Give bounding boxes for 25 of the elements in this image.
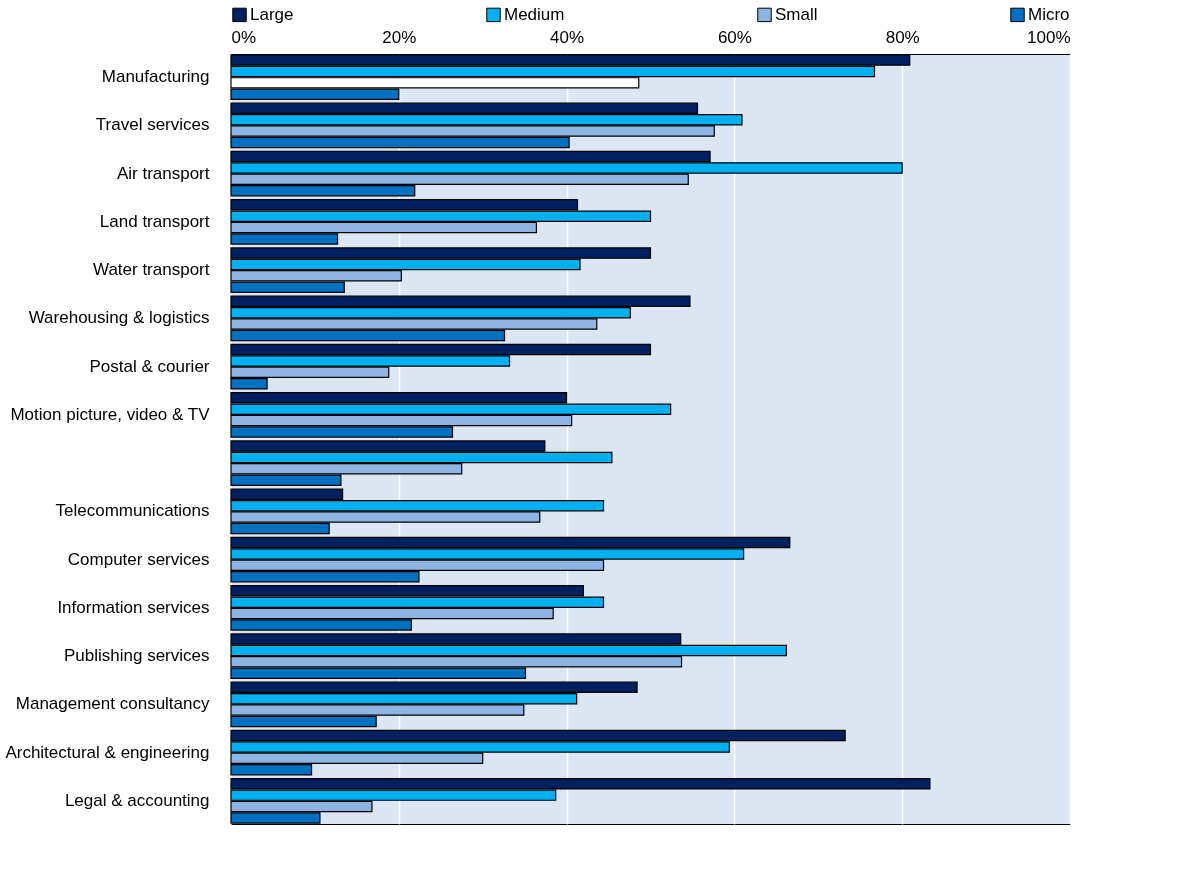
y-tick-label: Travel services [95, 115, 210, 135]
y-tick-label: Legal & accounting [64, 790, 210, 810]
x-tick-label: 20% [382, 27, 417, 47]
legend-label: Medium [504, 4, 565, 24]
x-tick-label: 100% [1027, 27, 1071, 47]
y-tick-label: Computer services [67, 549, 210, 569]
y-tick-label: Air transport [116, 163, 210, 183]
x-tick-label: 80% [885, 27, 920, 47]
y-tick-label: Motion picture, video & TV [10, 404, 211, 424]
y-tick-label: Water transport [92, 260, 210, 280]
legend-label: Micro [1028, 4, 1070, 24]
legend-label: Large [250, 4, 294, 24]
y-tick-label: Architectural & engineering [5, 742, 210, 762]
y-tick-label: Management consultancy [15, 694, 210, 714]
y-tick-label: Manufacturing [101, 67, 210, 87]
x-tick-label: 60% [717, 27, 752, 47]
y-tick-label: Postal & courier [89, 356, 210, 376]
y-tick-label: Publishing services [63, 646, 210, 666]
y-tick-label: Land transport [99, 211, 210, 231]
x-tick-label: 40% [550, 27, 585, 47]
legend-label: Small [775, 4, 818, 24]
y-tick-label: Warehousing & logistics [28, 308, 210, 328]
y-tick-label: Telecommunications [55, 501, 210, 521]
y-tick-label: Information services [57, 597, 210, 617]
x-tick-label: 0% [231, 27, 257, 47]
